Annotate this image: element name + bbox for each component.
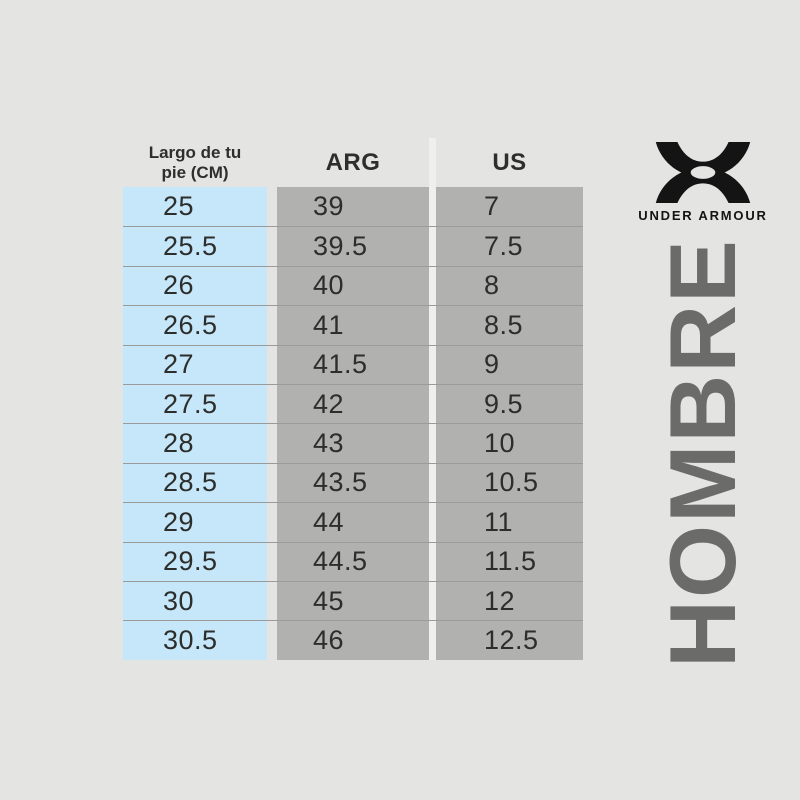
column-gap: [267, 187, 277, 226]
column-gap: [267, 464, 277, 502]
table-row: 25 39 7: [123, 187, 583, 227]
column-header-foot-length-label: Largo de tu pie (CM): [148, 143, 242, 182]
cell-cm: 28.5: [123, 463, 267, 503]
cell-us: 11.5: [436, 542, 583, 581]
column-gap: [429, 266, 436, 306]
column-gap: [429, 384, 436, 424]
cell-cm: 25: [123, 187, 267, 227]
table-row: 25.5 39.5 7.5: [123, 226, 583, 266]
cell-arg: 45: [277, 581, 429, 621]
column-gap: [267, 503, 277, 541]
column-gap: [267, 306, 277, 344]
column-header-foot-length: Largo de tu pie (CM): [123, 143, 267, 181]
cell-cm: 27.5: [123, 384, 267, 424]
column-gap: [267, 582, 277, 620]
column-gap: [429, 345, 436, 384]
column-gap: [429, 306, 436, 345]
column-gap: [429, 227, 436, 266]
cell-arg: 46: [277, 621, 429, 660]
column-gap: [267, 227, 277, 265]
column-header-us: US: [492, 148, 527, 176]
cell-us: 8: [436, 266, 583, 306]
cell-arg: 43: [277, 424, 429, 463]
cell-arg: 39: [277, 187, 429, 227]
cell-us: 9: [436, 345, 583, 384]
cell-arg: 41: [277, 306, 429, 345]
column-gap: [429, 138, 436, 187]
cell-cm: 28: [123, 424, 267, 463]
cell-us: 10: [436, 424, 583, 463]
table-row: 29 44 11: [123, 502, 583, 542]
table-row: 30 45 12: [123, 580, 583, 621]
cell-cm: 30.5: [123, 621, 267, 660]
column-gap: [429, 581, 436, 621]
table-row: 28 43 10: [123, 423, 583, 463]
cell-us: 9.5: [436, 384, 583, 424]
cell-arg: 44: [277, 503, 429, 542]
cell-cm: 26.5: [123, 306, 267, 345]
cell-arg: 39.5: [277, 227, 429, 266]
column-gap: [267, 267, 277, 305]
table-row: 27 41.5 9: [123, 344, 583, 384]
table-row: 30.5 46 12.5: [123, 620, 583, 660]
column-gap: [267, 424, 277, 462]
cell-us: 12: [436, 581, 583, 621]
table-row: 28.5 43.5 10.5: [123, 462, 583, 503]
cell-arg: 42: [277, 384, 429, 424]
column-gap: [429, 503, 436, 542]
table-row: 27.5 42 9.5: [123, 383, 583, 424]
cell-us: 7.5: [436, 227, 583, 266]
column-header-arg: ARG: [325, 148, 381, 176]
size-table: Largo de tu pie (CM) ARG US 25 39 7 25.5…: [123, 138, 583, 660]
brand-wordmark: UNDER ARMOUR: [638, 208, 768, 223]
cell-cm: 27: [123, 345, 267, 384]
cell-cm: 29.5: [123, 542, 267, 581]
table-row: 26 40 8: [123, 265, 583, 306]
cell-us: 12.5: [436, 621, 583, 660]
column-gap: [429, 424, 436, 463]
column-gap: [267, 138, 277, 187]
column-gap: [429, 621, 436, 660]
cell-cm: 30: [123, 581, 267, 621]
cell-us: 11: [436, 503, 583, 542]
column-gap: [267, 346, 277, 384]
cell-us: 8.5: [436, 306, 583, 345]
cell-us: 7: [436, 187, 583, 227]
table-header-row: Largo de tu pie (CM) ARG US: [123, 138, 583, 187]
cell-cm: 26: [123, 266, 267, 306]
cell-cm: 25.5: [123, 227, 267, 266]
column-gap: [267, 621, 277, 659]
cell-arg: 43.5: [277, 463, 429, 503]
cell-arg: 44.5: [277, 542, 429, 581]
column-gap: [429, 542, 436, 581]
column-gap: [429, 187, 436, 227]
table-row: 29.5 44.5 11.5: [123, 541, 583, 581]
cell-cm: 29: [123, 503, 267, 542]
table-row: 26.5 41 8.5: [123, 305, 583, 345]
column-gap: [429, 463, 436, 503]
under-armour-logo-icon: [652, 142, 754, 203]
cell-arg: 40: [277, 266, 429, 306]
column-gap: [267, 543, 277, 581]
gender-label: HOMBRE: [650, 238, 755, 668]
cell-us: 10.5: [436, 463, 583, 503]
column-gap: [267, 385, 277, 423]
cell-arg: 41.5: [277, 345, 429, 384]
